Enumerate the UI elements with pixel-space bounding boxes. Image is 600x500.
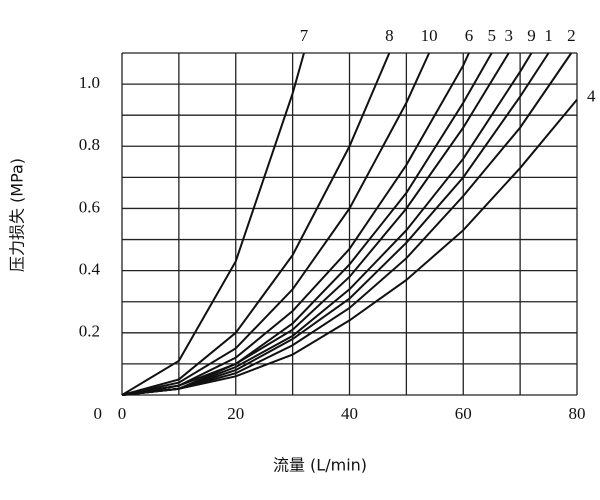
curve-label: 6 [465, 26, 474, 45]
x-tick-label: 60 [455, 404, 472, 423]
y-axis-label: 压力损失 (MPa) [8, 158, 27, 272]
curve [121, 52, 391, 396]
curve-label: 5 [487, 26, 496, 45]
curve-label: 2 [567, 26, 576, 45]
curve-label: 7 [300, 26, 309, 45]
curve [121, 52, 493, 396]
x-axis-label: 流量 (L/min) [273, 456, 367, 475]
curve [121, 98, 578, 396]
y-tick-label: 1.0 [79, 73, 100, 92]
y-tick-label: 0.4 [79, 260, 101, 279]
curve-label: 4 [587, 87, 596, 106]
x-tick-label: 0 [118, 404, 127, 423]
curve [121, 52, 510, 396]
curve [121, 52, 305, 396]
y-tick-label: 0 [94, 404, 103, 423]
x-tick-label: 20 [227, 404, 244, 423]
x-tick-label: 80 [569, 404, 586, 423]
x-tick-label: 40 [341, 404, 358, 423]
curve-label: 3 [505, 26, 514, 45]
y-tick-label: 0.2 [79, 322, 100, 341]
curve-label: 1 [544, 26, 553, 45]
curve [121, 52, 431, 396]
y-tick-label: 0.8 [79, 135, 100, 154]
curve [121, 52, 550, 396]
curve-label: 10 [421, 26, 438, 45]
curve [121, 52, 573, 396]
y-tick-label: 0.6 [79, 197, 100, 216]
curve-label: 9 [527, 26, 536, 45]
curve-label: 8 [385, 26, 394, 45]
